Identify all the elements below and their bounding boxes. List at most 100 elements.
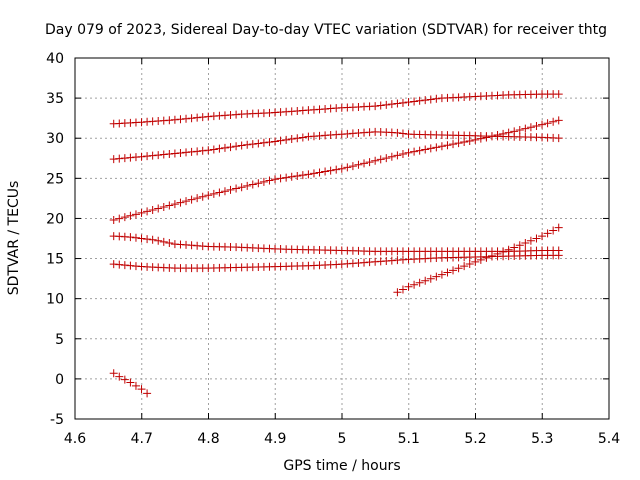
data-point — [510, 127, 519, 136]
data-point — [365, 158, 374, 167]
data-point — [421, 145, 430, 154]
data-point — [415, 278, 424, 287]
data-point — [421, 276, 430, 285]
data-point — [126, 211, 135, 220]
data-point — [332, 165, 341, 174]
y-tick-label: 10 — [46, 292, 64, 308]
data-point — [298, 133, 307, 142]
data-point — [176, 148, 185, 157]
data-point — [287, 135, 296, 144]
y-tick-label: 15 — [46, 252, 64, 268]
data-point — [148, 151, 157, 160]
y-tick-label: 20 — [46, 211, 64, 227]
x-axis-ticks: 4.6 4.7 4.8 4.9 5 5.1 5.2 5.3 5.4 — [64, 58, 620, 447]
data-point — [460, 262, 469, 271]
data-point — [376, 155, 385, 164]
data-point — [137, 152, 146, 161]
data-series-track-4 — [109, 232, 563, 256]
data-point — [465, 136, 474, 145]
x-axis-label: GPS time / hours — [283, 458, 400, 474]
data-point — [298, 171, 307, 180]
data-point — [532, 234, 541, 243]
data-point — [315, 168, 324, 177]
data-point — [460, 138, 469, 147]
data-point — [482, 253, 491, 262]
data-point — [343, 163, 352, 172]
data-point — [115, 372, 124, 381]
data-point — [187, 195, 196, 204]
data-point — [254, 139, 263, 148]
data-series-track-1 — [109, 90, 563, 128]
data-point — [143, 389, 152, 398]
data-series-track-6 — [393, 223, 563, 297]
data-point — [521, 239, 530, 248]
x-tick-label: 5.2 — [464, 431, 486, 447]
data-point — [165, 150, 174, 159]
data-point — [232, 184, 241, 193]
data-point — [449, 140, 458, 149]
data-point — [170, 200, 179, 209]
data-series-track-5 — [109, 251, 563, 273]
data-point — [326, 166, 335, 175]
data-point — [304, 170, 313, 179]
data-point — [198, 146, 207, 155]
data-point — [148, 205, 157, 214]
data-point — [271, 175, 280, 184]
data-point — [521, 124, 530, 133]
data-point — [282, 173, 291, 182]
data-point — [449, 266, 458, 275]
data-point — [226, 143, 235, 152]
data-point — [371, 156, 380, 165]
data-point — [143, 152, 152, 161]
data-point — [187, 114, 196, 123]
data-point — [554, 90, 563, 99]
data-point — [193, 194, 202, 203]
data-point — [154, 151, 163, 160]
data-point — [493, 131, 502, 140]
data-point — [554, 223, 563, 232]
data-point — [115, 214, 124, 223]
data-point — [348, 162, 357, 171]
data-point — [465, 259, 474, 268]
x-tick-label: 5.4 — [598, 431, 620, 447]
data-point — [159, 203, 168, 212]
data-point — [120, 213, 129, 222]
y-tick-label: 40 — [46, 51, 64, 67]
data-point — [410, 147, 419, 156]
chart-title: Day 079 of 2023, Sidereal Day-to-day VTE… — [45, 22, 607, 38]
data-point — [437, 142, 446, 151]
data-point — [432, 143, 441, 152]
data-point — [137, 385, 146, 394]
x-tick-label: 4.6 — [64, 431, 86, 447]
data-point — [254, 179, 263, 188]
data-point — [404, 98, 413, 107]
data-point — [176, 115, 185, 124]
data-point — [393, 288, 402, 297]
data-point — [393, 128, 402, 137]
data-point — [398, 129, 407, 138]
data-point — [120, 375, 129, 384]
data-point — [165, 238, 174, 247]
data-point — [504, 245, 513, 254]
data-point — [538, 120, 547, 129]
data-point — [276, 136, 285, 145]
data-point — [248, 180, 257, 189]
data-point — [271, 137, 280, 146]
data-point — [148, 235, 157, 244]
data-point — [193, 113, 202, 122]
data-point — [404, 282, 413, 291]
y-tick-label: 25 — [46, 171, 64, 187]
data-point — [220, 143, 229, 152]
data-point — [393, 99, 402, 108]
data-point — [526, 236, 535, 245]
data-point — [159, 150, 168, 159]
data-point — [182, 148, 191, 157]
data-point — [515, 125, 524, 134]
data-point — [232, 142, 241, 151]
data-point — [243, 140, 252, 149]
data-point — [165, 201, 174, 210]
data-point — [354, 160, 363, 169]
data-point — [387, 100, 396, 109]
data-point — [198, 113, 207, 122]
